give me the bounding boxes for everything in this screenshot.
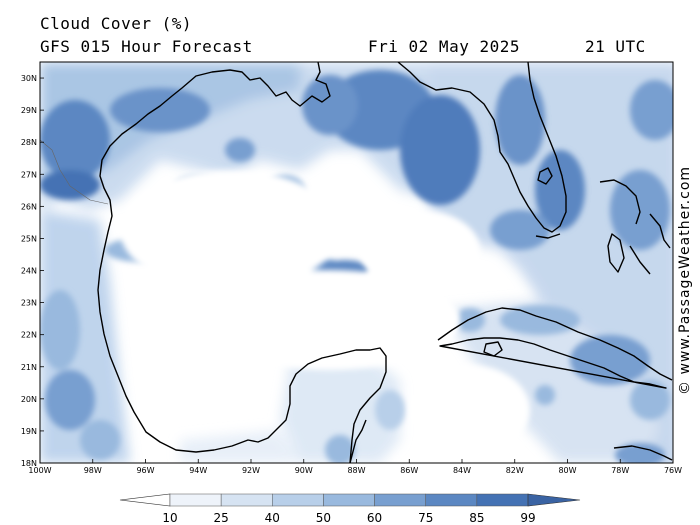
lat-label-20N: 20N	[21, 395, 37, 404]
map-frame	[39, 61, 674, 464]
colorbar-label-75: 75	[418, 511, 433, 525]
colorbar-min-arrow	[119, 493, 171, 507]
cloud-cover-field	[40, 62, 673, 463]
lon-label-76W: 76W	[664, 466, 682, 475]
lon-label-94W: 94W	[189, 466, 207, 475]
lat-label-18N: 18N	[21, 459, 37, 468]
lon-label-90W: 90W	[295, 466, 313, 475]
forecast-subtitle: GFS 015 Hour Forecast	[40, 37, 253, 56]
bahamas-exuma	[629, 245, 651, 275]
colorbar-segment	[425, 493, 478, 507]
coastline	[40, 62, 673, 463]
colorbar-label-50: 50	[316, 511, 331, 525]
lon-label-84W: 84W	[453, 466, 471, 475]
forecast-date: Fri 02 May 2025	[368, 37, 520, 56]
longitude-labels: 100W 98W 96W 94W 92W 90W 88W 86W 84W 82W 80W 78W 76W	[28, 466, 682, 475]
colorbar-label-99: 99	[520, 511, 535, 525]
colorbar: 10 25 40 50 60 75 85 99	[119, 493, 581, 525]
belize-honduras-coast	[349, 419, 367, 463]
lat-label-29N: 29N	[21, 106, 37, 115]
bahamas-eleuthera	[649, 213, 671, 249]
cuba-outline	[437, 307, 673, 389]
gulf-coast-outline	[97, 62, 387, 463]
lat-label-19N: 19N	[21, 427, 37, 436]
bahamas-abaco	[599, 179, 641, 225]
lat-label-24N: 24N	[21, 267, 37, 276]
colorbar-segment	[220, 493, 273, 507]
latitude-labels: 30N 29N 28N 27N 26N 25N 24N 23N 22N 21N 20N 19N 18N	[21, 74, 37, 468]
bahamas-andros	[607, 233, 625, 273]
lon-label-82W: 82W	[506, 466, 524, 475]
lake-okeechobee	[537, 167, 553, 185]
lat-label-23N: 23N	[21, 299, 37, 308]
lat-label-22N: 22N	[21, 331, 37, 340]
lon-label-80W: 80W	[558, 466, 576, 475]
colorbar-label-85: 85	[469, 511, 484, 525]
colorbar-label-25: 25	[214, 511, 229, 525]
lon-label-88W: 88W	[347, 466, 365, 475]
lat-label-30N: 30N	[21, 74, 37, 83]
lat-label-27N: 27N	[21, 170, 37, 179]
lat-label-21N: 21N	[21, 363, 37, 372]
colorbar-label-60: 60	[367, 511, 382, 525]
colorbar-segment	[323, 493, 375, 507]
isla-juventud	[483, 341, 503, 357]
colorbar-segment	[169, 493, 222, 507]
lat-label-28N: 28N	[21, 138, 37, 147]
florida-outline	[397, 62, 567, 233]
colorbar-label-40: 40	[265, 511, 280, 525]
lon-label-100W: 100W	[28, 466, 51, 475]
colorbar-segment	[476, 493, 529, 507]
forecast-time: 21 UTC	[585, 37, 646, 56]
lon-label-86W: 86W	[400, 466, 418, 475]
lat-label-26N: 26N	[21, 202, 37, 211]
colorbar-segment	[272, 493, 324, 507]
map-title: Cloud Cover (%)	[40, 14, 192, 33]
lon-label-78W: 78W	[611, 466, 629, 475]
colorbar-segment	[374, 493, 426, 507]
lat-label-25N: 25N	[21, 234, 37, 243]
lon-label-96W: 96W	[136, 466, 154, 475]
florida-keys	[535, 233, 561, 239]
jamaica-outline	[613, 445, 673, 461]
axis-ticks	[40, 77, 673, 463]
colorbar-max-arrow	[527, 493, 581, 507]
border-line	[40, 139, 109, 205]
lon-label-98W: 98W	[84, 466, 102, 475]
lon-label-92W: 92W	[242, 466, 260, 475]
colorbar-label-10: 10	[162, 511, 177, 525]
map-area	[40, 62, 673, 463]
